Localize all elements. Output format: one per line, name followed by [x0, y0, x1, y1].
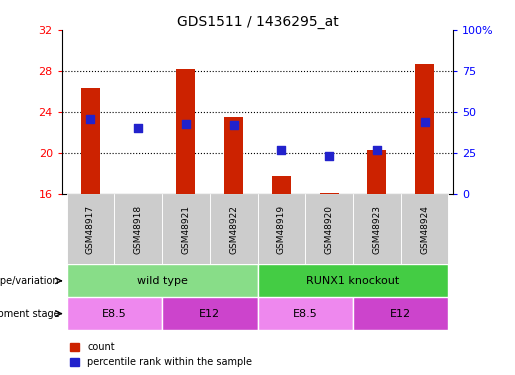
- Bar: [415, 64, 434, 194]
- FancyBboxPatch shape: [258, 297, 353, 330]
- Bar: [176, 69, 196, 194]
- FancyBboxPatch shape: [353, 194, 401, 264]
- FancyBboxPatch shape: [401, 194, 449, 264]
- FancyBboxPatch shape: [305, 194, 353, 264]
- Text: GSM48919: GSM48919: [277, 205, 286, 254]
- Point: [230, 122, 238, 128]
- FancyBboxPatch shape: [210, 194, 258, 264]
- Text: wild type: wild type: [136, 276, 187, 286]
- Legend: count, percentile rank within the sample: count, percentile rank within the sample: [66, 339, 255, 370]
- Text: E8.5: E8.5: [293, 309, 318, 319]
- Point: [277, 147, 285, 153]
- FancyBboxPatch shape: [162, 297, 258, 330]
- Text: GSM48918: GSM48918: [134, 205, 143, 254]
- Text: E8.5: E8.5: [102, 309, 127, 319]
- Text: GSM48920: GSM48920: [324, 205, 334, 254]
- Bar: [272, 176, 291, 194]
- FancyBboxPatch shape: [66, 297, 162, 330]
- Text: E12: E12: [390, 309, 411, 319]
- FancyBboxPatch shape: [258, 264, 449, 297]
- FancyBboxPatch shape: [258, 194, 305, 264]
- FancyBboxPatch shape: [162, 194, 210, 264]
- Point: [373, 147, 381, 153]
- Bar: [224, 117, 243, 194]
- Text: genotype/variation: genotype/variation: [0, 276, 59, 286]
- FancyBboxPatch shape: [114, 194, 162, 264]
- FancyBboxPatch shape: [66, 264, 258, 297]
- Bar: [81, 88, 100, 194]
- Text: GSM48924: GSM48924: [420, 205, 429, 254]
- Point: [87, 116, 95, 122]
- FancyBboxPatch shape: [353, 297, 449, 330]
- Point: [325, 153, 333, 159]
- Point: [134, 125, 142, 132]
- Text: RUNX1 knockout: RUNX1 knockout: [306, 276, 400, 286]
- Bar: [367, 150, 386, 194]
- Text: development stage: development stage: [0, 309, 59, 319]
- Text: GSM48917: GSM48917: [86, 205, 95, 254]
- Text: GSM48922: GSM48922: [229, 205, 238, 254]
- Title: GDS1511 / 1436295_at: GDS1511 / 1436295_at: [177, 15, 338, 29]
- Point: [182, 120, 190, 126]
- Text: GSM48921: GSM48921: [181, 205, 191, 254]
- Point: [420, 119, 428, 125]
- Text: E12: E12: [199, 309, 220, 319]
- Bar: [319, 193, 339, 194]
- FancyBboxPatch shape: [66, 194, 114, 264]
- Text: GSM48923: GSM48923: [372, 205, 381, 254]
